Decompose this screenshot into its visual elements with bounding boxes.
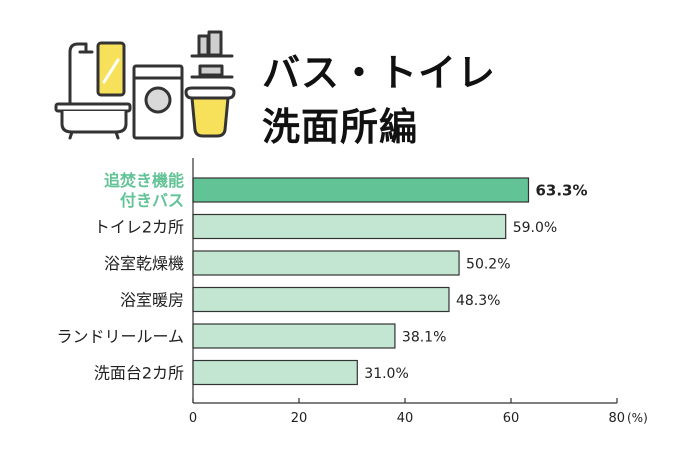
bar-2 <box>192 213 507 240</box>
category-label-5: ランドリールーム <box>56 327 184 346</box>
category-label-6: 洗面台2カ所 <box>94 364 184 383</box>
category-label-4: 浴室暖房 <box>120 291 184 310</box>
bar-3 <box>192 250 460 276</box>
x-tick-label-80: 80 <box>608 411 625 426</box>
bathtub-icon <box>54 102 132 140</box>
x-tick-label-60: 60 <box>503 411 520 426</box>
bar-4 <box>192 286 450 313</box>
shower-icon <box>68 42 94 107</box>
bar-6 <box>192 359 358 386</box>
mirror-icon <box>96 41 126 97</box>
value-label-4: 48.3% <box>456 293 500 309</box>
value-label-5: 38.1% <box>402 330 446 346</box>
page-title-line1: バス・トイレ <box>262 51 497 95</box>
page-title-line2: 洗面所編 <box>262 105 419 149</box>
x-tick-label-20: 20 <box>291 411 308 426</box>
detergent-shelf-icon <box>190 30 234 79</box>
category-label-2: トイレ2カ所 <box>94 218 184 237</box>
category-label-3: 浴室乾燥機 <box>104 254 184 273</box>
x-tick-label-40: 40 <box>397 411 414 426</box>
bar-1 <box>192 177 530 203</box>
value-label-6: 31.0% <box>364 366 408 382</box>
category-label-1: 追焚き機能付きバス <box>104 171 184 210</box>
x-tick-label-0: 0 <box>189 411 197 426</box>
wash-basin-icon <box>184 86 236 138</box>
value-label-3: 50.2% <box>466 257 510 273</box>
x-axis-unit: (%) <box>627 411 648 425</box>
bar-5 <box>192 323 396 349</box>
value-label-2: 59.0% <box>513 220 557 236</box>
washing-machine-icon <box>132 64 184 140</box>
value-label-1: 63.3% <box>535 182 587 200</box>
